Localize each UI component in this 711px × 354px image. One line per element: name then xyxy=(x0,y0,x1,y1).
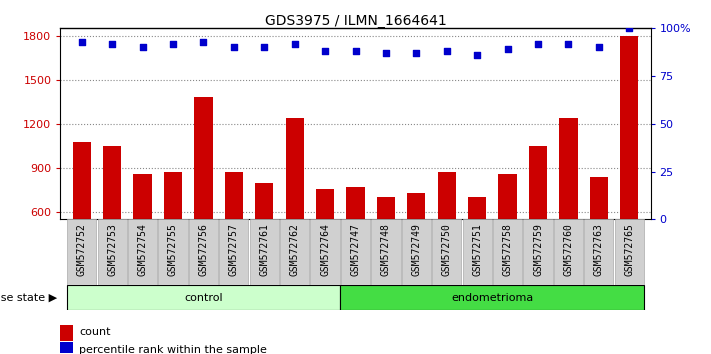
Bar xyxy=(194,97,213,300)
Bar xyxy=(73,142,91,300)
Point xyxy=(624,25,635,31)
Point xyxy=(228,45,240,50)
Point xyxy=(319,48,331,54)
Text: GSM572758: GSM572758 xyxy=(503,223,513,276)
Point xyxy=(533,41,544,46)
Bar xyxy=(560,118,577,300)
Text: GSM572764: GSM572764 xyxy=(320,223,330,276)
Bar xyxy=(250,219,279,285)
Bar xyxy=(60,342,73,354)
Text: GSM572747: GSM572747 xyxy=(351,223,360,276)
Text: GSM572763: GSM572763 xyxy=(594,223,604,276)
Bar xyxy=(523,219,552,285)
Bar xyxy=(97,219,127,285)
Bar xyxy=(463,219,492,285)
Text: GSM572760: GSM572760 xyxy=(563,223,574,276)
Bar xyxy=(286,118,304,300)
Bar xyxy=(225,172,243,300)
Point xyxy=(289,41,300,46)
Text: endometrioma: endometrioma xyxy=(451,293,533,303)
Bar xyxy=(103,146,122,300)
Bar xyxy=(402,219,431,285)
Bar xyxy=(67,219,96,285)
Bar xyxy=(377,198,395,300)
Text: GSM572748: GSM572748 xyxy=(381,223,391,276)
Text: GSM572756: GSM572756 xyxy=(198,223,208,276)
Point xyxy=(198,39,209,45)
Bar xyxy=(346,187,365,300)
Bar xyxy=(280,219,309,285)
Text: GSM572755: GSM572755 xyxy=(168,223,178,276)
Point xyxy=(562,41,574,46)
Text: GSM572765: GSM572765 xyxy=(624,223,634,276)
Bar xyxy=(255,183,273,300)
Bar xyxy=(407,193,425,300)
Point xyxy=(259,45,270,50)
Bar xyxy=(620,36,638,300)
Point xyxy=(502,46,513,52)
Text: percentile rank within the sample: percentile rank within the sample xyxy=(80,345,267,354)
Text: count: count xyxy=(80,327,111,337)
Bar xyxy=(159,219,188,285)
Point xyxy=(411,50,422,56)
Text: disease state ▶: disease state ▶ xyxy=(0,293,57,303)
Bar xyxy=(128,219,157,285)
Bar xyxy=(438,172,456,300)
Text: GSM572752: GSM572752 xyxy=(77,223,87,276)
Bar xyxy=(164,172,182,300)
Bar xyxy=(371,219,400,285)
Bar xyxy=(529,146,547,300)
Text: GSM572749: GSM572749 xyxy=(412,223,422,276)
Text: GSM572757: GSM572757 xyxy=(229,223,239,276)
Bar xyxy=(554,219,583,285)
Bar xyxy=(341,285,644,310)
Point xyxy=(593,45,604,50)
Point xyxy=(350,48,361,54)
Point xyxy=(76,39,87,45)
Text: GSM572754: GSM572754 xyxy=(137,223,148,276)
Bar xyxy=(584,219,614,285)
Bar xyxy=(219,219,248,285)
Point xyxy=(137,45,149,50)
Text: GSM572753: GSM572753 xyxy=(107,223,117,276)
Bar xyxy=(67,285,341,310)
Text: GSM572761: GSM572761 xyxy=(260,223,269,276)
Bar xyxy=(615,219,644,285)
Text: GSM572751: GSM572751 xyxy=(472,223,482,276)
Text: GDS3975 / ILMN_1664641: GDS3975 / ILMN_1664641 xyxy=(264,14,447,28)
Point xyxy=(471,52,483,58)
Bar xyxy=(311,219,340,285)
Point xyxy=(380,50,392,56)
Bar xyxy=(498,174,517,300)
Bar xyxy=(432,219,461,285)
Point xyxy=(107,41,118,46)
Text: GSM572762: GSM572762 xyxy=(289,223,299,276)
Bar xyxy=(468,198,486,300)
Bar xyxy=(189,219,218,285)
Bar xyxy=(589,177,608,300)
Text: GSM572750: GSM572750 xyxy=(442,223,451,276)
Bar xyxy=(316,189,334,300)
Bar xyxy=(60,325,73,341)
Point xyxy=(167,41,178,46)
Bar xyxy=(341,219,370,285)
Text: GSM572759: GSM572759 xyxy=(533,223,543,276)
Bar xyxy=(134,174,151,300)
Text: control: control xyxy=(184,293,223,303)
Bar xyxy=(493,219,522,285)
Point xyxy=(441,48,452,54)
